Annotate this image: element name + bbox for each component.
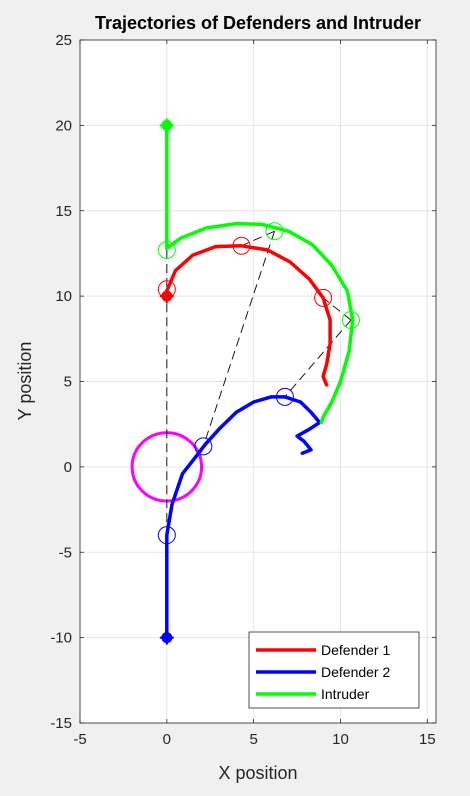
- y-axis-label: Y position: [15, 342, 35, 421]
- y-tick-label: 20: [55, 117, 72, 134]
- connector-dashed-line: [241, 230, 275, 247]
- connector-dashed-line: [284, 319, 352, 398]
- defender-2-position-marker: [157, 526, 176, 545]
- legend-label-intruder: Intruder: [321, 686, 370, 702]
- plot-area: [130, 118, 360, 645]
- connector-dashed-line: [322, 297, 352, 321]
- y-tick-label: 25: [55, 32, 72, 49]
- y-tick-label: 10: [55, 288, 72, 305]
- x-tick-label: -5: [73, 731, 86, 748]
- defender-2-position-marker: [194, 437, 213, 456]
- chart-title: Trajectories of Defenders and Intruder: [95, 13, 421, 33]
- legend-label-defender-1: Defender 1: [321, 642, 390, 658]
- x-tick-label: 0: [163, 731, 171, 748]
- intruder-position-marker: [341, 311, 360, 330]
- defender-1-position-marker: [314, 288, 333, 307]
- x-tick-label: 10: [332, 731, 349, 748]
- y-tick-label: -10: [50, 630, 72, 647]
- intruder-trajectory: [165, 123, 355, 425]
- y-tick-label: -5: [59, 544, 72, 561]
- defender-2-position-marker: [275, 387, 294, 406]
- y-tick-label: 0: [64, 459, 72, 476]
- intruder-position-marker: [265, 222, 284, 241]
- legend-label-defender-2: Defender 2: [321, 664, 390, 680]
- legend: Defender 1 Defender 2 Intruder: [248, 631, 420, 709]
- axis-ticks: -5 0 5 10 15 -15 -10 -5 0 5 10 15 20 25: [50, 32, 436, 748]
- y-tick-label: 5: [64, 374, 72, 391]
- x-axis-label: X position: [218, 763, 297, 783]
- x-tick-label: 5: [249, 731, 257, 748]
- defender-1-position-marker: [232, 236, 251, 255]
- y-tick-label: -15: [50, 715, 72, 732]
- defender-2-trajectory: [165, 395, 322, 640]
- y-tick-label: 15: [55, 203, 72, 220]
- x-tick-label: 15: [419, 731, 436, 748]
- intruder-position-marker: [157, 241, 176, 260]
- defender-1-trajectory: [165, 244, 332, 387]
- connector-dashed-line: [202, 231, 275, 447]
